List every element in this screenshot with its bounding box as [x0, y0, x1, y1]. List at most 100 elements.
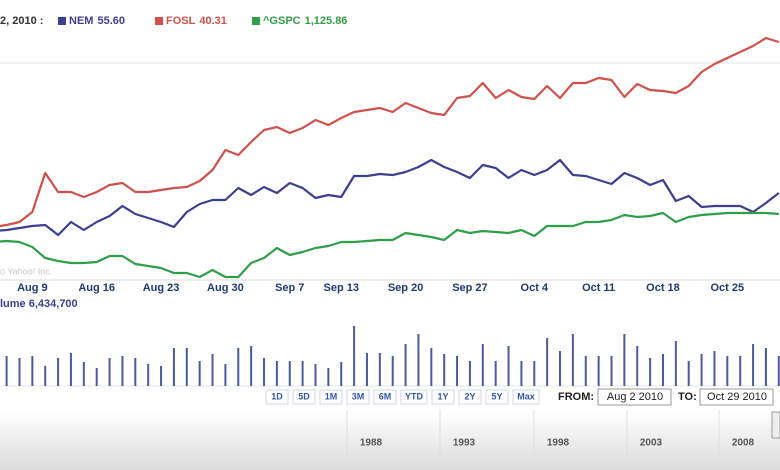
volume-bar: [700, 354, 703, 386]
volume-bar: [649, 358, 652, 386]
legend-name[interactable]: FOSL: [166, 15, 196, 27]
volume-bar: [5, 356, 8, 386]
volume-bar: [172, 348, 175, 386]
volume-bar: [275, 361, 278, 386]
volume-bar: [533, 361, 536, 386]
volume-bar: [340, 362, 343, 386]
volume-bar: [211, 354, 214, 386]
volume-bar: [365, 353, 368, 386]
timeline-year: 1993: [453, 438, 476, 449]
legend-name[interactable]: ^GSPC: [263, 15, 301, 27]
timeline-band: [0, 410, 780, 470]
legend-swatch: [58, 17, 66, 25]
timeline-year: 1998: [547, 438, 570, 449]
volume-title: lume 6,434,700: [0, 298, 78, 310]
legend-name[interactable]: NEM: [69, 15, 93, 27]
x-tick-label: Oct 18: [646, 282, 680, 294]
timeline-year: 1988: [360, 438, 383, 449]
volume-bar: [597, 356, 600, 386]
legend-swatch: [155, 17, 163, 25]
x-tick-label: Sep 27: [452, 282, 487, 294]
volume-bar: [108, 358, 111, 386]
volume-bar: [571, 334, 574, 386]
volume-bar: [263, 358, 266, 386]
volume-bar: [610, 356, 613, 386]
volume-bar: [95, 368, 98, 386]
volume-bar: [456, 356, 459, 386]
range-button[interactable]: [431, 389, 455, 405]
range-button-label[interactable]: 6M: [379, 391, 392, 401]
volume-bar: [378, 353, 381, 386]
range-button[interactable]: [485, 389, 509, 405]
volume-bar: [623, 334, 626, 386]
volume-bar: [739, 356, 742, 386]
range-button-label[interactable]: Max: [517, 391, 535, 401]
x-tick-label: Aug 9: [17, 282, 48, 294]
volume-bar: [764, 348, 767, 386]
timeline-year: 2008: [732, 438, 755, 449]
legend-value: 1,125.86: [305, 15, 348, 27]
volume-bar: [353, 326, 356, 386]
range-button-label[interactable]: 5D: [298, 391, 310, 401]
volume-bar: [481, 344, 484, 386]
from-input[interactable]: [597, 388, 672, 406]
volume-bar: [160, 366, 163, 386]
legend-swatch: [252, 17, 260, 25]
volume-bar: [417, 334, 420, 386]
volume-bar: [468, 361, 471, 386]
volume-bar: [301, 361, 304, 386]
range-button[interactable]: [319, 389, 343, 405]
volume-bar: [404, 344, 407, 386]
volume-bar: [546, 338, 549, 386]
range-button-label[interactable]: 5Y: [491, 391, 502, 401]
x-tick-label: Oct 11: [582, 282, 615, 294]
volume-bar: [147, 364, 150, 386]
slider-handle[interactable]: [771, 411, 780, 439]
volume-bar: [584, 356, 587, 386]
watermark: o Yahoo! Inc.: [0, 266, 52, 276]
range-button-label[interactable]: 1Y: [437, 391, 448, 401]
from-value[interactable]: Aug 2 2010: [607, 391, 663, 403]
range-button[interactable]: [265, 389, 289, 405]
volume-bar: [636, 346, 639, 386]
range-button-label[interactable]: 1D: [271, 391, 283, 401]
volume-bar: [520, 361, 523, 386]
range-button-label[interactable]: YTD: [405, 391, 424, 401]
volume-bar: [224, 364, 227, 386]
x-tick-label: Aug 23: [143, 282, 180, 294]
volume-bar: [327, 368, 330, 386]
legend-value: 55.60: [97, 15, 125, 27]
volume-bar: [430, 348, 433, 386]
volume-bar: [288, 361, 291, 386]
volume-bar: [726, 356, 729, 386]
volume-bar: [82, 362, 85, 386]
range-button[interactable]: [400, 389, 428, 405]
volume-bar: [777, 356, 780, 386]
x-tick-label: Oct 4: [521, 282, 549, 294]
volume-bar: [713, 351, 716, 386]
x-tick-label: Oct 25: [711, 282, 745, 294]
range-button-label[interactable]: 1M: [325, 391, 338, 401]
range-button-label[interactable]: 3M: [352, 391, 365, 401]
volume-bar: [687, 361, 690, 386]
range-button[interactable]: [292, 389, 316, 405]
range-button[interactable]: [346, 389, 370, 405]
range-button[interactable]: [458, 389, 482, 405]
volume-bar: [674, 341, 677, 386]
volume-bar: [198, 361, 201, 386]
volume-bar: [507, 346, 510, 386]
price-line: [0, 211, 779, 279]
price-line: [0, 158, 780, 237]
volume-bar: [31, 356, 34, 386]
volume-bar: [494, 361, 497, 386]
volume-bar: [121, 356, 124, 386]
range-button-label[interactable]: 2Y: [464, 391, 475, 401]
volume-bar: [69, 353, 72, 386]
range-button[interactable]: [512, 389, 540, 405]
to-input[interactable]: [699, 388, 774, 406]
volume-bar: [443, 354, 446, 386]
range-button[interactable]: [373, 389, 397, 405]
volume-bar: [44, 366, 47, 386]
to-value[interactable]: Oct 29 2010: [707, 391, 767, 403]
